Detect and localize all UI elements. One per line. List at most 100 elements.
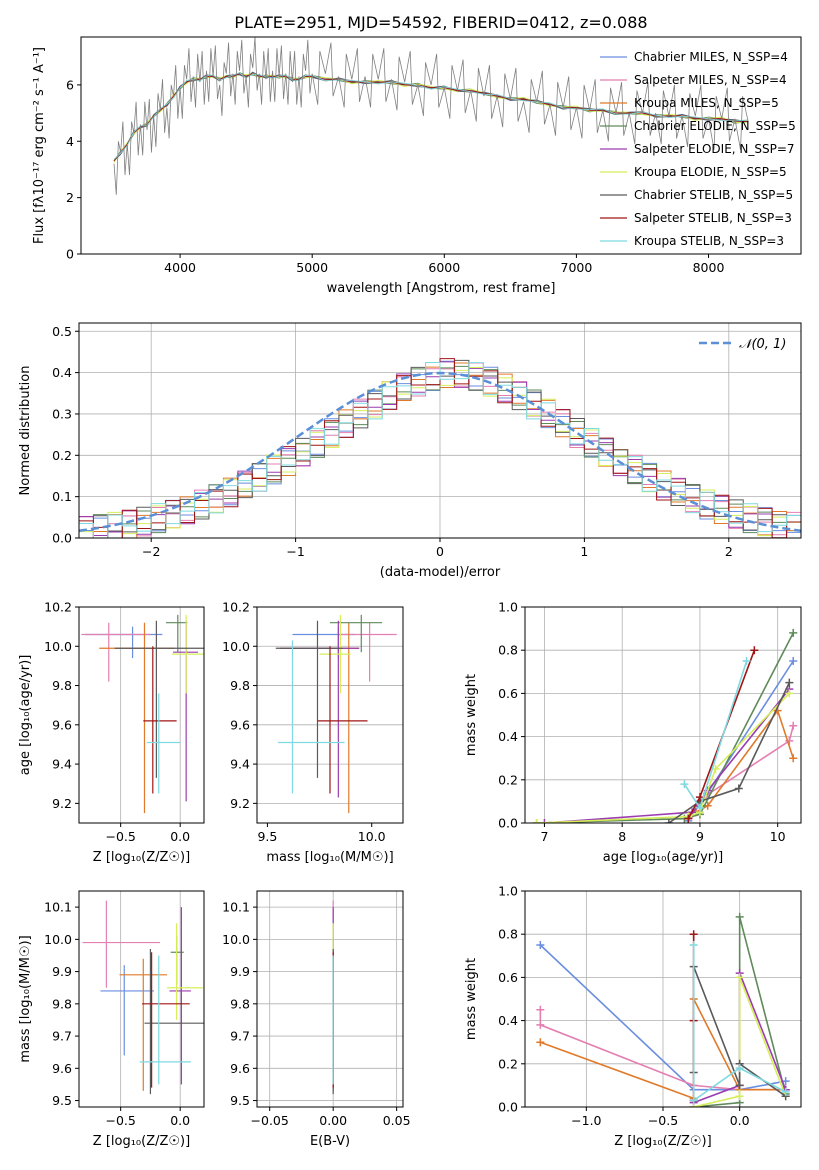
weight-marker	[735, 1092, 744, 1101]
weight-marker	[750, 646, 759, 655]
weight-series-line	[693, 977, 787, 1107]
data-point	[277, 640, 345, 794]
data-point	[143, 646, 177, 794]
y-tick-label: 9.8	[52, 678, 72, 693]
y-tick-label: 10.2	[44, 600, 72, 615]
data-point	[114, 620, 204, 778]
weight-marker	[536, 1005, 545, 1014]
x-axis-label: Z [log₁₀(Z/Z☉)]	[614, 1134, 711, 1149]
figure-title: PLATE=2951, MJD=54592, FIBERID=0412, z=0…	[234, 13, 647, 32]
chart-weight_vs_age: 7 8 9 10 0.0 0.2 0.4 0.6 0.8 1.0 age [log₁₀(age/yr…	[464, 600, 802, 865]
y-tick-label: 9.2	[230, 796, 250, 811]
y-tick-label: 0.0	[498, 1100, 518, 1115]
x-tick-label: 0.0	[170, 1113, 190, 1128]
weight-marker	[789, 721, 798, 730]
plot-area-spectrum	[113, 37, 749, 195]
y-tick-label: 9.6	[52, 717, 72, 732]
y-axis-label: mass weight	[464, 958, 479, 1040]
data-point	[100, 965, 154, 1056]
y-tick-label: 9.7	[230, 1029, 250, 1044]
observed-spectrum-line	[113, 37, 749, 195]
weight-marker	[734, 784, 743, 793]
legend-label: Kroupa ELODIE, N_SSP=5	[634, 165, 787, 179]
x-axis-label: Z [log₁₀(Z/Z☉)]	[93, 1134, 190, 1149]
axes-frame	[78, 890, 205, 1108]
x-tick-label: 7	[540, 829, 548, 844]
y-tick-label: 0.0	[498, 816, 518, 831]
x-axis-label: E(B-V)	[310, 1134, 350, 1149]
y-tick-label: 0.4	[498, 729, 518, 744]
normal-curve	[79, 371, 801, 532]
weight-marker	[680, 780, 689, 789]
y-tick-label: 9.2	[52, 796, 72, 811]
weight-marker	[789, 628, 798, 637]
x-tick-label: 8	[618, 829, 626, 844]
plot-area-weight_vs_Z	[536, 912, 790, 1107]
chart-residuals: 𝒩(0, 1) −2 −1 0 1 2 0.0 0.1 0.2 0.3 0.4 0.5 (data-mo…	[18, 322, 802, 580]
weight-marker	[785, 678, 794, 687]
legend-label: 𝒩(0, 1)	[739, 337, 786, 352]
y-tick-label: 9.9	[52, 964, 72, 979]
y-tick-label: 0.6	[498, 970, 518, 985]
data-point	[165, 614, 188, 653]
y-tick-label: 9.7	[52, 1029, 72, 1044]
y-axis-label: Normed distribution	[18, 366, 33, 496]
data-point	[142, 952, 190, 1088]
plot-area-age_vs_Z	[81, 614, 204, 814]
y-tick-label: 10.0	[44, 639, 72, 654]
x-tick-label: −2	[142, 544, 160, 559]
data-point	[144, 949, 204, 1095]
x-tick-label: 1	[580, 544, 588, 559]
y-tick-label: 2	[66, 190, 74, 205]
data-point	[167, 923, 203, 1020]
data-point	[81, 622, 151, 682]
y-tick-label: 0.6	[498, 686, 518, 701]
data-point	[84, 626, 163, 659]
x-tick-label: 0.00	[319, 1113, 347, 1128]
y-tick-label: 0.5	[52, 324, 72, 339]
weight-marker	[785, 689, 794, 698]
data-point	[146, 693, 181, 794]
axes-frame	[256, 606, 404, 824]
y-tick-label: 10.0	[44, 932, 72, 947]
y-tick-label: 9.4	[52, 757, 72, 772]
y-axis-label: mass [log₁₀(M/M☉)]	[18, 935, 33, 1062]
weight-marker	[789, 754, 798, 763]
y-tick-label: 6	[66, 77, 74, 92]
weight-marker	[781, 1087, 790, 1096]
x-tick-label: 7000	[561, 260, 593, 275]
y-tick-label: 0.2	[52, 448, 72, 463]
weight-marker	[689, 930, 698, 939]
weight-marker	[735, 973, 744, 982]
y-tick-label: 9.6	[230, 1061, 250, 1076]
data-point	[169, 907, 191, 1085]
y-tick-label: 10.1	[222, 900, 250, 915]
weight-series-line	[668, 682, 791, 823]
legend-label: Kroupa STELIB, N_SSP=3	[634, 234, 784, 248]
weight-series-line	[539, 944, 786, 1091]
data-point	[171, 614, 204, 694]
x-tick-label: 8000	[693, 260, 725, 275]
x-tick-label: 10.0	[358, 829, 386, 844]
legend: Chabrier MILES, N_SSP=4 Salpeter MILES, N…	[600, 50, 796, 248]
weight-marker	[536, 941, 545, 949]
x-tick-label: −1	[286, 544, 304, 559]
y-tick-label: 0.3	[52, 406, 72, 421]
y-tick-label: 9.8	[52, 996, 72, 1011]
x-tick-label: 0.0	[170, 829, 190, 844]
data-point	[319, 614, 351, 694]
histogram-series	[79, 362, 801, 538]
legend-label: Chabrier MILES, N_SSP=4	[634, 50, 788, 64]
weight-series-line	[687, 649, 756, 820]
x-tick-label: 6000	[428, 260, 460, 275]
legend-label: Salpeter STELIB, N_SSP=3	[634, 211, 792, 225]
y-axis-label: mass weight	[464, 674, 479, 756]
axes-frame	[80, 36, 802, 255]
weight-marker	[689, 941, 698, 949]
x-tick-label: 9	[696, 829, 704, 844]
axes-frame	[256, 890, 404, 1108]
y-tick-label: 1.0	[498, 600, 518, 615]
data-point	[279, 620, 360, 798]
x-tick-label: 4000	[164, 260, 196, 275]
